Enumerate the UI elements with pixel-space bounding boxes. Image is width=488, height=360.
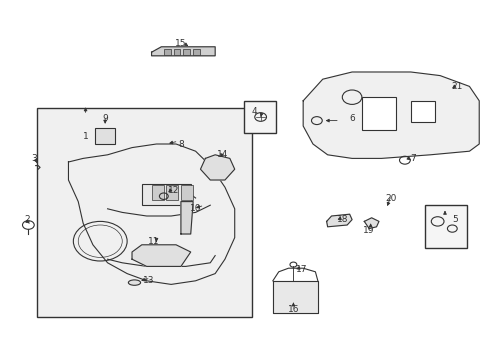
Text: 17: 17 [296, 266, 307, 275]
Bar [95, 128, 115, 144]
Text: 16: 16 [287, 305, 299, 314]
Text: 6: 6 [348, 114, 354, 123]
Bar [361, 97, 395, 130]
Bar [410, 101, 434, 122]
Ellipse shape [128, 280, 141, 285]
Bar [37, 108, 251, 317]
Text: 3: 3 [31, 154, 37, 163]
Bar [151, 185, 163, 200]
Text: 19: 19 [363, 226, 374, 235]
Polygon shape [181, 202, 193, 234]
Bar [142, 184, 190, 205]
Text: 14: 14 [216, 150, 228, 159]
Text: 21: 21 [450, 82, 462, 91]
Bar [173, 49, 180, 55]
Bar [244, 101, 276, 133]
Text: 4: 4 [251, 107, 257, 116]
Text: 10: 10 [189, 204, 201, 213]
Bar [193, 49, 200, 55]
Polygon shape [151, 47, 215, 56]
Bar [183, 49, 190, 55]
Text: 7: 7 [409, 154, 415, 163]
Text: 8: 8 [178, 140, 183, 149]
Polygon shape [132, 245, 190, 266]
Text: 11: 11 [148, 237, 160, 246]
Text: 20: 20 [385, 194, 396, 202]
Bar [425, 205, 466, 248]
Bar [166, 185, 178, 200]
Text: 2: 2 [24, 215, 30, 224]
Polygon shape [200, 155, 234, 180]
Text: 1: 1 [82, 132, 88, 141]
Text: 15: 15 [175, 39, 186, 48]
Polygon shape [272, 281, 317, 313]
Text: 13: 13 [143, 276, 155, 285]
Polygon shape [303, 72, 478, 158]
Bar [163, 49, 170, 55]
Polygon shape [326, 214, 351, 227]
Text: 18: 18 [336, 215, 347, 224]
Polygon shape [364, 218, 378, 229]
Bar [181, 185, 193, 200]
Text: 5: 5 [451, 215, 457, 224]
Text: 12: 12 [167, 186, 179, 195]
Text: 9: 9 [102, 114, 108, 123]
